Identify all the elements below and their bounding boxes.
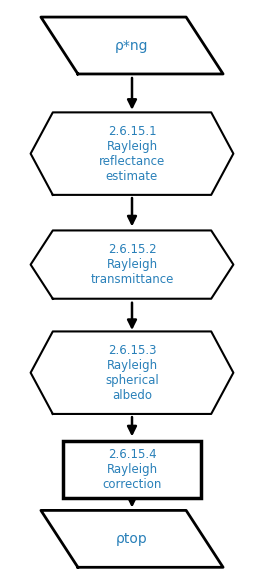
Text: 2.6.15.4
Rayleigh
correction: 2.6.15.4 Rayleigh correction: [102, 448, 162, 491]
Polygon shape: [31, 331, 233, 414]
Polygon shape: [41, 510, 223, 567]
Text: 2.6.15.3
Rayleigh
spherical
albedo: 2.6.15.3 Rayleigh spherical albedo: [105, 344, 159, 402]
Text: 2.6.15.2
Rayleigh
transmittance: 2.6.15.2 Rayleigh transmittance: [90, 243, 174, 286]
Polygon shape: [31, 230, 233, 299]
Polygon shape: [41, 17, 223, 74]
Polygon shape: [31, 113, 233, 195]
Text: ρtop: ρtop: [116, 532, 148, 546]
Bar: [63, 441, 201, 498]
Text: 2.6.15.1
Rayleigh
reflectance
estimate: 2.6.15.1 Rayleigh reflectance estimate: [99, 125, 165, 183]
Text: ρ*ng: ρ*ng: [115, 39, 149, 52]
